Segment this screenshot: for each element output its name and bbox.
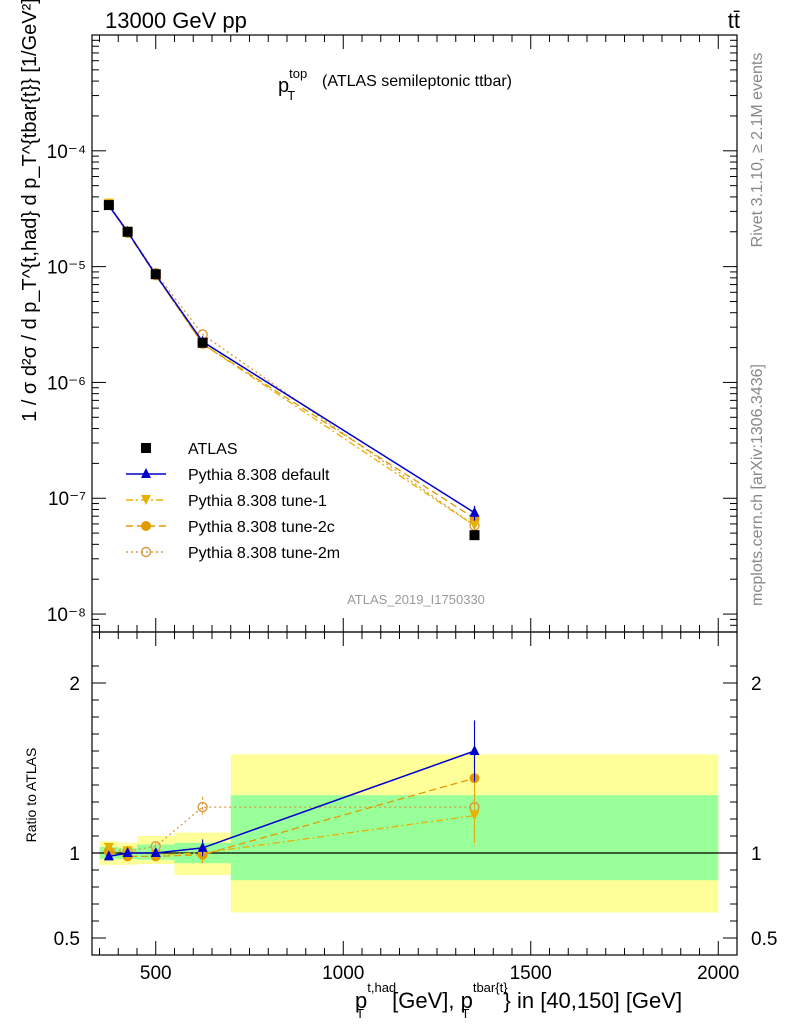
axis-ticks: 10⁻⁸ 10⁻⁷ 10⁻⁶ 10⁻⁵ 10⁻⁴ 500 1000 1500 2000 0.5 0.… xyxy=(47,34,777,984)
y-tick-label-main: 10⁻⁴ xyxy=(47,142,86,163)
legend-label: ATLAS xyxy=(188,441,238,458)
data-point xyxy=(197,337,208,348)
x-tick-label: 1000 xyxy=(322,963,364,984)
uncertainty-bands xyxy=(99,754,719,913)
ratio-series xyxy=(103,720,480,864)
y-tick-label-ratio-right: 0.5 xyxy=(751,929,777,950)
ratio-point xyxy=(122,847,133,857)
ratio-point xyxy=(197,801,208,813)
x-tick-label: 2000 xyxy=(697,963,739,984)
ratio-point xyxy=(103,850,114,861)
y-tick-label-main: 10⁻⁸ xyxy=(47,605,86,626)
energy-label: 13000 GeV pp xyxy=(105,8,247,33)
x-tick-label: 1500 xyxy=(510,963,552,984)
legend: ATLAS Pythia 8.308 default Pythia 8.308 tu… xyxy=(126,441,340,562)
legend-marker xyxy=(141,521,151,531)
data-point xyxy=(103,200,114,211)
y-tick-label-ratio: 1 xyxy=(69,844,80,865)
legend-label: Pythia 8.308 tune-1 xyxy=(188,493,327,510)
x-tick-label: 500 xyxy=(140,963,172,984)
y-tick-label-ratio-right: 2 xyxy=(751,674,762,695)
data-point xyxy=(122,226,133,237)
ratio-point xyxy=(103,842,114,853)
ratio-point xyxy=(469,745,480,755)
y-tick-label-main: 10⁻⁵ xyxy=(47,258,86,279)
legend-marker xyxy=(140,546,152,558)
xlabel: pt,had T[GeV], ptbar{t} T} in [40,150] [Ge… xyxy=(355,980,682,1021)
analysis-watermark: ATLAS_2019_I1750330 xyxy=(347,592,485,607)
legend-marker xyxy=(141,468,151,478)
y-tick-label-ratio: 2 xyxy=(69,674,80,695)
y-tick-label-main: 10⁻⁶ xyxy=(47,373,86,394)
legend-label: Pythia 8.308 default xyxy=(188,467,330,484)
plot-title: ptop T xyxy=(278,66,307,103)
ratio-point xyxy=(469,810,480,821)
data-point xyxy=(469,530,480,541)
process-label: tt̄ xyxy=(728,8,740,33)
rivet-label: Rivet 3.1.10, ≥ 2.1M events xyxy=(749,53,766,248)
y-tick-label-main: 10⁻⁷ xyxy=(48,489,86,510)
main-ylabel: 1 / σ d²σ / d p_T^{t,had} d p_T^{tbar{t}… xyxy=(19,0,41,422)
data-point xyxy=(150,269,161,280)
legend-label: Pythia 8.308 tune-2m xyxy=(188,545,340,562)
data-point xyxy=(469,506,480,517)
legend-marker xyxy=(141,495,151,505)
legend-label: Pythia 8.308 tune-2c xyxy=(188,519,335,536)
main-series xyxy=(103,198,480,541)
main-panel-frame xyxy=(91,34,738,633)
ratio-point xyxy=(150,847,161,857)
ratio-ylabel: Ratio to ATLAS xyxy=(23,748,39,843)
ratio-panel-frame xyxy=(91,631,738,956)
mcplots-label: mcplots.cern.ch [arXiv:1306.3436] xyxy=(749,364,766,606)
ratio-point xyxy=(197,841,208,852)
y-tick-label-ratio-right: 1 xyxy=(751,844,762,865)
data-point xyxy=(469,520,480,531)
legend-marker xyxy=(141,443,151,453)
y-tick-label-ratio: 0.5 xyxy=(54,929,80,950)
plot-subtitle: (ATLAS semileptonic ttbar) xyxy=(322,73,512,90)
